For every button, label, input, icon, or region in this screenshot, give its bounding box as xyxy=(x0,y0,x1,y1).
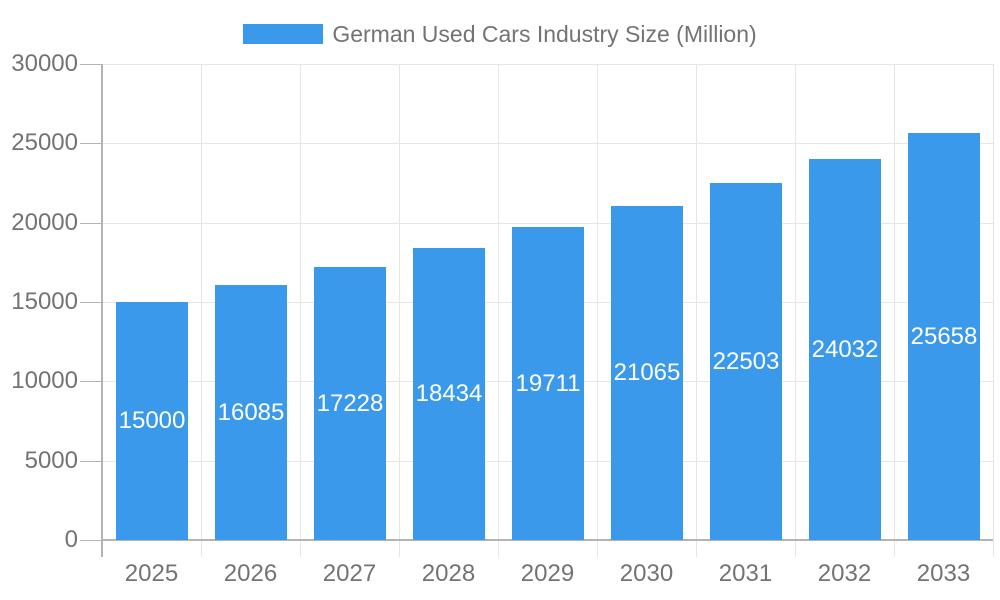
x-tick-label: 2025 xyxy=(124,560,179,587)
y-tick-label: 20000 xyxy=(11,209,78,236)
x-tick-label: 2028 xyxy=(421,560,476,587)
bar[interactable] xyxy=(314,267,386,540)
legend-label: German Used Cars Industry Size (Million) xyxy=(332,20,757,47)
y-tick-mark xyxy=(80,381,102,382)
y-tick-mark xyxy=(80,461,102,462)
bar[interactable] xyxy=(908,133,980,540)
y-tick-label: 0 xyxy=(64,526,78,553)
v-gridline xyxy=(696,64,697,557)
v-gridline xyxy=(894,64,895,557)
h-gridline xyxy=(102,223,993,224)
y-tick-label: 25000 xyxy=(11,129,78,156)
bar[interactable] xyxy=(710,183,782,540)
bar[interactable] xyxy=(512,227,584,540)
x-tick-label: 2033 xyxy=(916,560,971,587)
y-tick-mark xyxy=(80,302,102,303)
bar[interactable] xyxy=(413,248,485,540)
legend-swatch xyxy=(243,24,324,44)
bar[interactable] xyxy=(116,302,188,540)
y-axis-line xyxy=(101,64,103,557)
v-gridline xyxy=(201,64,202,557)
bar[interactable] xyxy=(611,206,683,540)
x-tick-label: 2026 xyxy=(223,560,278,587)
legend-item[interactable]: German Used Cars Industry Size (Million) xyxy=(0,18,1000,50)
h-gridline xyxy=(102,143,993,144)
y-tick-label: 5000 xyxy=(24,447,78,474)
h-gridline xyxy=(102,64,993,65)
x-tick-label: 2032 xyxy=(817,560,872,587)
y-tick-mark xyxy=(80,64,102,65)
bar[interactable] xyxy=(215,285,287,540)
v-gridline xyxy=(597,64,598,557)
x-tick-label: 2030 xyxy=(619,560,674,587)
v-gridline xyxy=(993,64,994,557)
v-gridline xyxy=(300,64,301,557)
y-tick-mark xyxy=(80,223,102,224)
x-tick-label: 2027 xyxy=(322,560,377,587)
y-tick-label: 30000 xyxy=(11,50,78,77)
y-tick-mark xyxy=(80,143,102,144)
bar[interactable] xyxy=(809,159,881,540)
v-gridline xyxy=(498,64,499,557)
x-axis-line xyxy=(102,539,993,541)
y-tick-mark xyxy=(80,540,102,541)
y-tick-label: 15000 xyxy=(11,288,78,315)
y-tick-label: 10000 xyxy=(11,367,78,394)
x-tick-label: 2029 xyxy=(520,560,575,587)
x-tick-label: 2031 xyxy=(718,560,773,587)
v-gridline xyxy=(795,64,796,557)
v-gridline xyxy=(399,64,400,557)
